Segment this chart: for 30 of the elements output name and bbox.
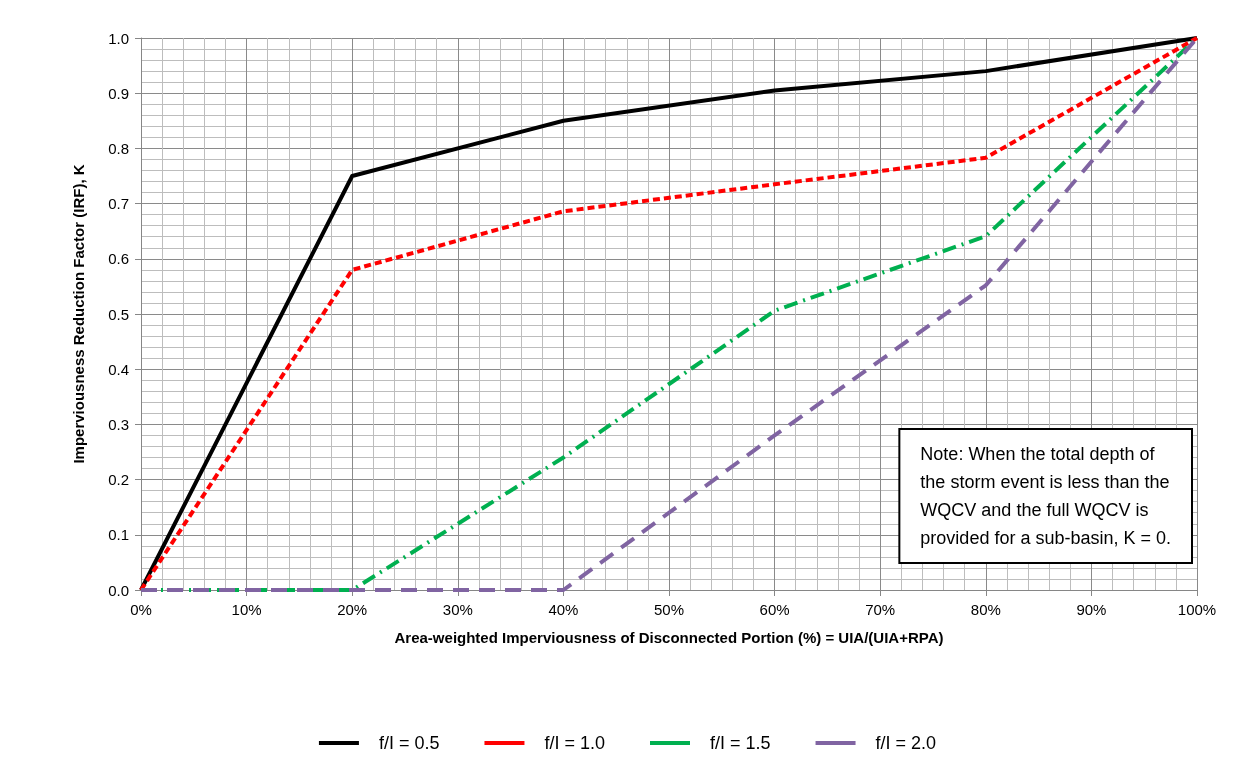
y-tick-label: 0.3: [108, 415, 129, 433]
x-tick-label: 40%: [548, 601, 579, 618]
y-axis-title: Imperviousness Reduction Factor (IRF), K: [70, 164, 87, 464]
y-tick-label: 0.2: [108, 471, 129, 489]
x-tick-label: 10%: [231, 601, 262, 618]
y-tick-label: 1.0: [108, 29, 129, 47]
x-axis-title: Area-weighted Imperviousness of Disconnected Portion (%) = UIA/(UIA+RPA): [394, 629, 944, 646]
legend-label: f/I = 1.5: [710, 733, 771, 753]
y-tick-label: 0.8: [108, 139, 129, 157]
legend-label: f/I = 0.5: [378, 733, 440, 753]
x-tick-label: 50%: [653, 601, 685, 618]
x-tick-label: 30%: [442, 601, 473, 618]
x-tick-label: 90%: [1076, 601, 1107, 618]
line-series: [139, 36, 1199, 592]
y-tick-label: 0.5: [108, 305, 129, 323]
x-tick-label: 0%: [130, 601, 152, 618]
y-tick-label: 0.0: [108, 581, 129, 599]
y-tick-label: 0.9: [108, 84, 129, 102]
y-tick-label: 0.1: [108, 526, 129, 544]
y-tick-label: 0.7: [108, 195, 129, 213]
x-tick-label: 100%: [1177, 601, 1217, 618]
legend-label: f/I = 2.0: [875, 733, 937, 753]
x-tick-label: 60%: [759, 601, 790, 618]
legend-label: f/I = 1.0: [544, 733, 606, 753]
x-tick-label: 20%: [337, 601, 368, 618]
x-tick-label: 70%: [865, 601, 896, 618]
y-tick-label: 0.6: [108, 250, 129, 268]
y-tick-label: 0.4: [108, 360, 129, 378]
x-tick-label: 80%: [970, 601, 1001, 618]
annotation: Note: When the total depth of the storm event is less than the WQCV and the full WQCV is provided for a sub-basin, K = 0.: [920, 444, 1172, 548]
